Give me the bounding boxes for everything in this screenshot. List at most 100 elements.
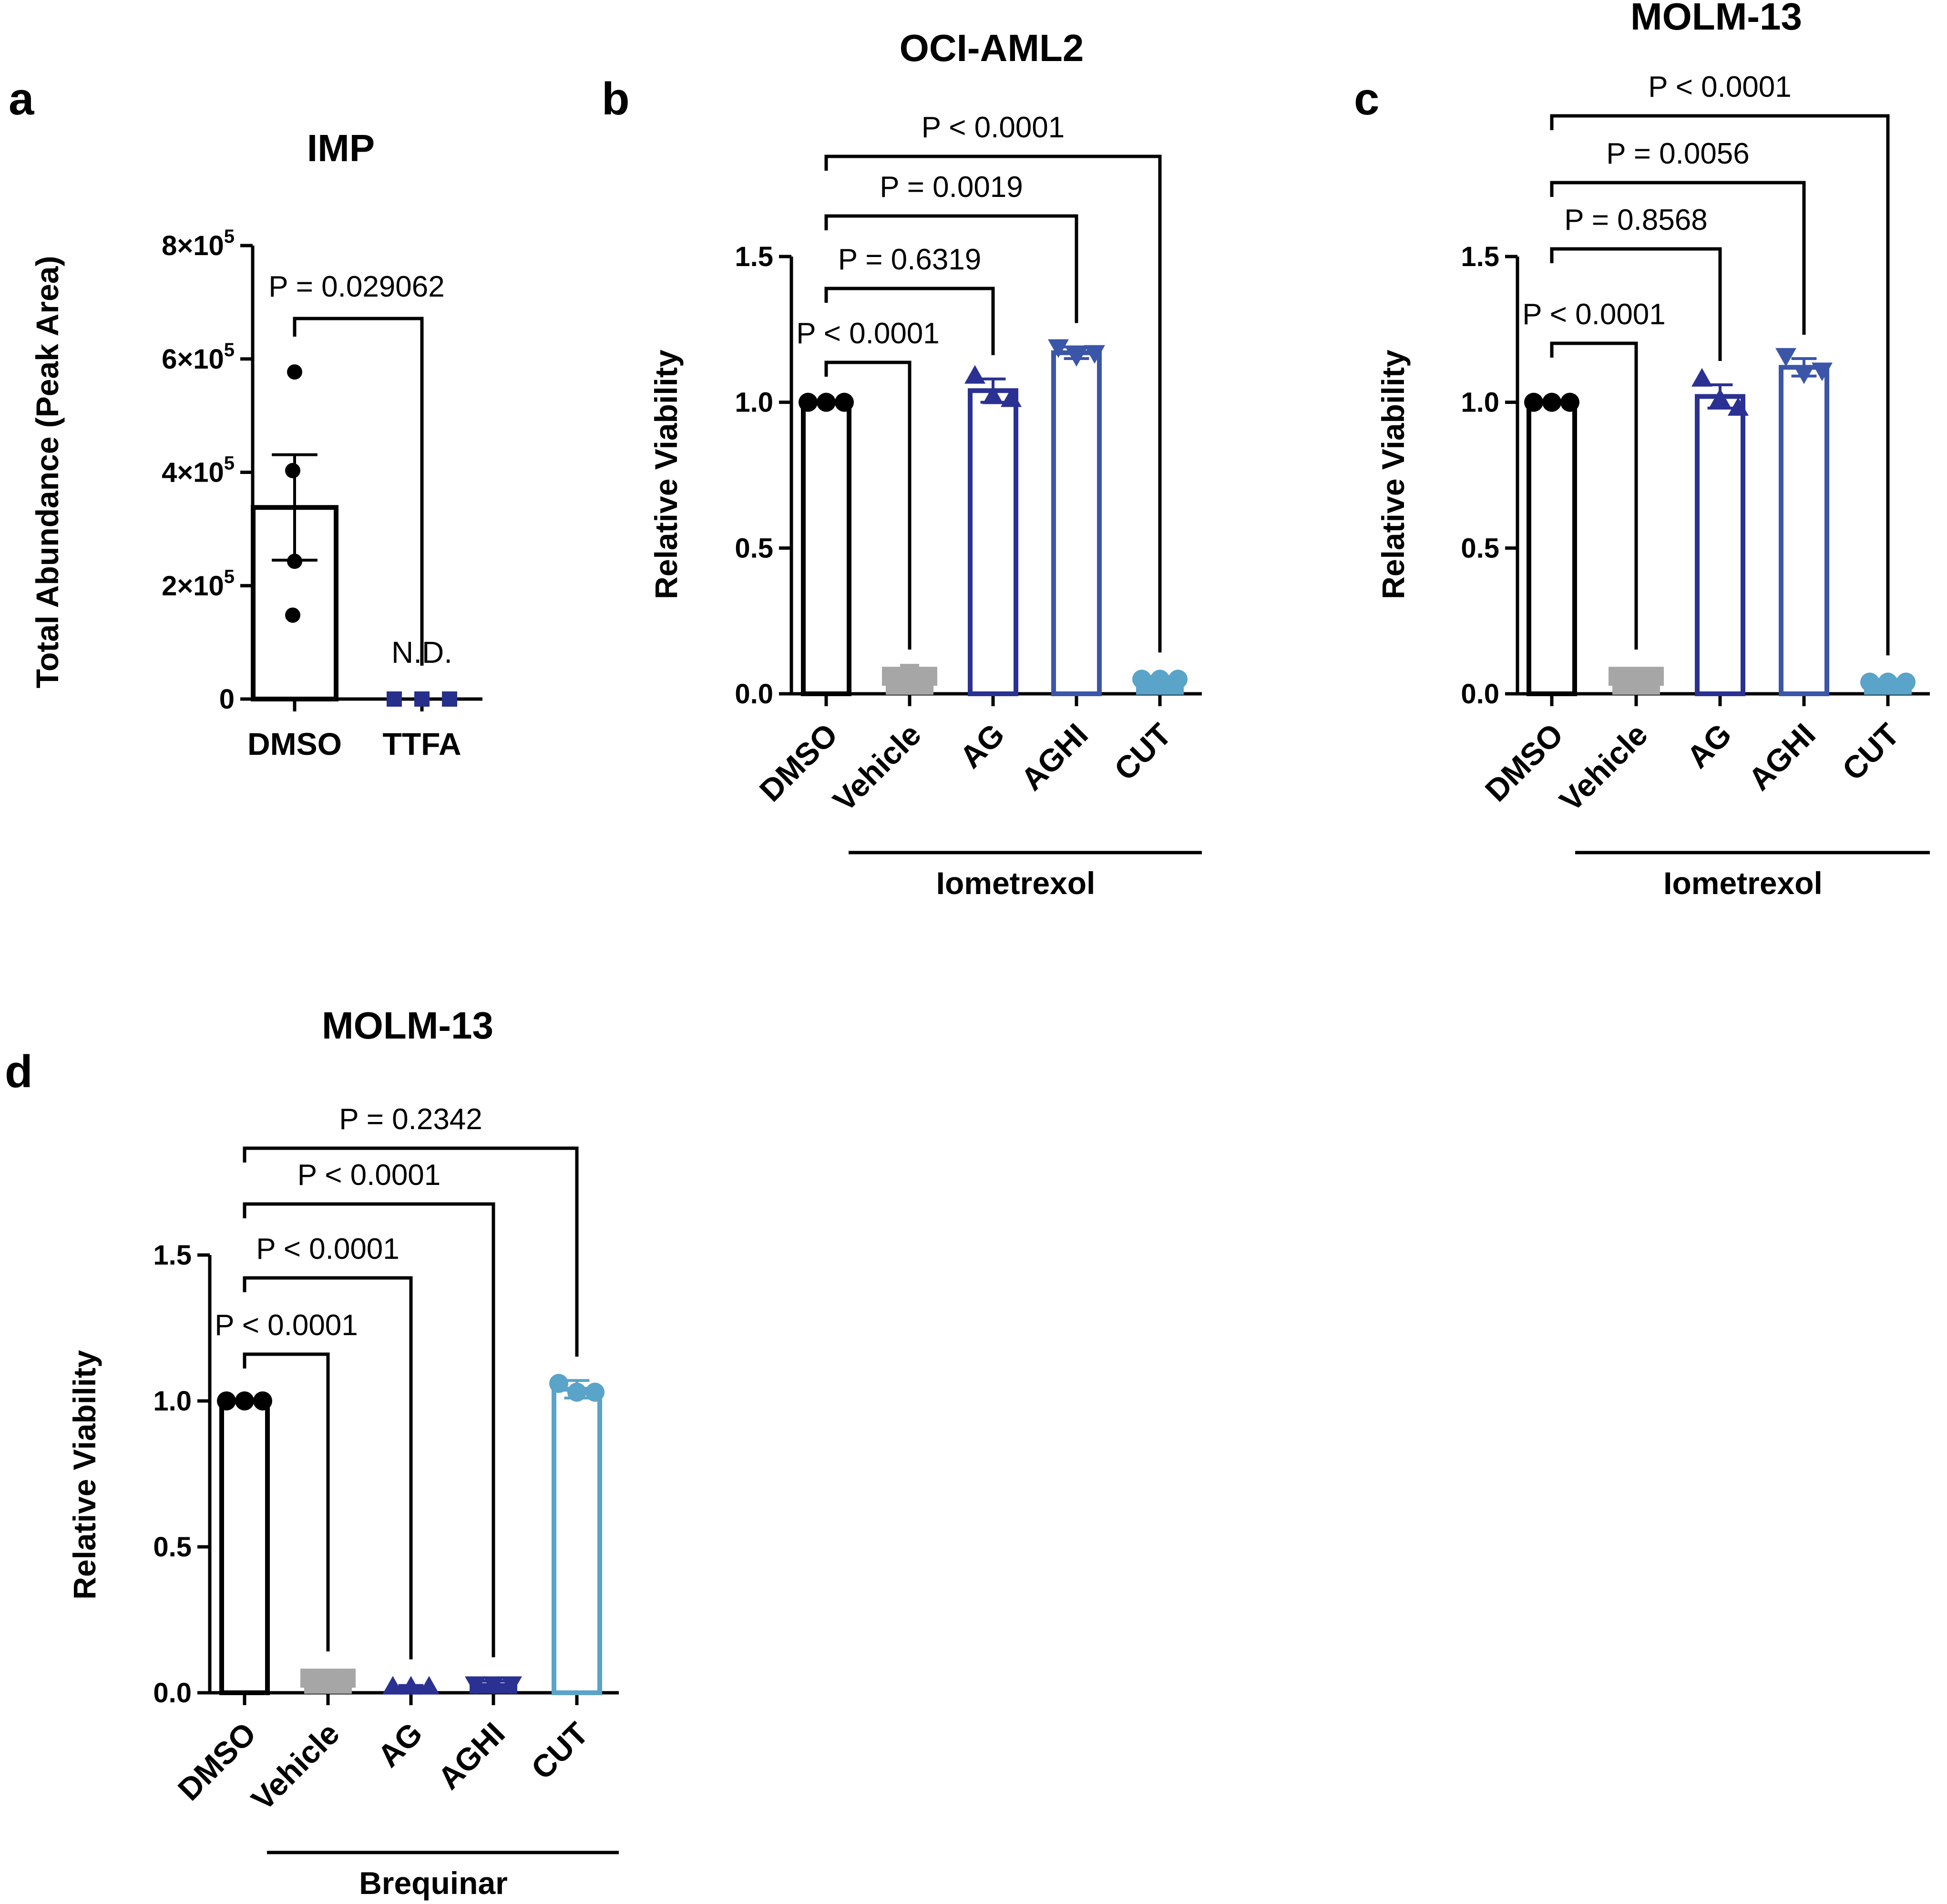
x-tick-label: DMSO xyxy=(247,726,342,762)
y-tick-label: 1.0 xyxy=(153,1386,192,1417)
x-tick-label: CUT xyxy=(1107,717,1178,787)
group-label: Iometrexol xyxy=(1663,865,1823,901)
data-point xyxy=(285,607,300,623)
y-axis-label: Relative Viability xyxy=(1375,350,1411,599)
data-point xyxy=(585,1382,605,1402)
data-point xyxy=(1168,669,1188,689)
data-point xyxy=(483,1676,504,1695)
x-tick-label: Vehicle xyxy=(826,717,928,818)
y-tick-base: 2×10 xyxy=(162,570,224,601)
chart-title: IMP xyxy=(307,127,375,169)
data-point xyxy=(1793,365,1814,384)
significance-bracket xyxy=(1550,247,1722,361)
significance-bracket xyxy=(824,360,912,650)
chart-title: OCI-AML2 xyxy=(900,27,1084,69)
data-point xyxy=(549,1374,568,1393)
data-point xyxy=(1710,388,1731,407)
significance-bracket xyxy=(243,1146,579,1357)
panel-letter: c xyxy=(1354,73,1379,124)
data-point xyxy=(1132,669,1151,689)
bar-ag xyxy=(1695,394,1745,696)
bar-cut xyxy=(552,1387,602,1695)
y-tick-label: 0.5 xyxy=(1461,533,1499,564)
p-value-label: P < 0.0001 xyxy=(215,1309,358,1342)
data-point xyxy=(817,392,836,412)
data-point xyxy=(1084,345,1105,364)
data-point xyxy=(414,691,430,707)
y-tick-label: 8×105 xyxy=(162,226,235,261)
x-tick-label: CUT xyxy=(1835,717,1906,787)
data-point xyxy=(387,691,402,707)
y-axis-label: Total Abundance (Peak Area) xyxy=(30,256,65,688)
data-point xyxy=(882,667,901,686)
bar-dmso xyxy=(801,400,851,696)
chart-title: MOLM-13 xyxy=(1630,0,1802,38)
data-point xyxy=(501,1676,522,1695)
y-axis-label: Relative Viability xyxy=(67,1350,102,1600)
data-point xyxy=(382,1676,403,1695)
significance-bracket xyxy=(824,214,1078,323)
data-point xyxy=(337,1668,356,1688)
y-tick-label: 0.0 xyxy=(735,679,773,710)
data-point xyxy=(918,667,937,686)
y-tick-label: 6×105 xyxy=(162,340,235,375)
y-tick-label: 1.5 xyxy=(735,241,773,272)
bar-dmso xyxy=(1527,400,1577,696)
data-point xyxy=(1728,397,1749,416)
y-tick-base: 4×10 xyxy=(162,457,224,488)
significance-bracket xyxy=(243,1276,413,1659)
y-tick-label: 0.0 xyxy=(153,1678,192,1708)
data-point xyxy=(1896,672,1916,692)
bar-ag xyxy=(968,388,1018,696)
significance-bracket xyxy=(1550,341,1638,650)
p-value-label: P < 0.0001 xyxy=(796,317,940,350)
p-value-label: P = 0.6319 xyxy=(838,243,982,276)
data-point xyxy=(1001,388,1022,407)
data-point xyxy=(1860,672,1879,692)
x-tick-label: Vehicle xyxy=(1553,717,1654,818)
chart-title: MOLM-13 xyxy=(322,1004,493,1047)
data-point xyxy=(1066,348,1087,367)
data-point xyxy=(983,385,1004,404)
data-point xyxy=(1560,392,1579,412)
p-value-label: P < 0.0001 xyxy=(256,1233,400,1266)
p-value-label: P = 0.0056 xyxy=(1606,137,1750,170)
significance-bracket xyxy=(824,154,1162,653)
panel-letter: d xyxy=(5,1046,33,1097)
data-point xyxy=(567,1382,586,1402)
y-tick-exponent: 5 xyxy=(224,340,235,360)
data-point xyxy=(835,392,854,412)
data-point xyxy=(287,554,302,569)
x-tick-label: CUT xyxy=(524,1716,595,1786)
y-tick-label: 1.5 xyxy=(1461,241,1499,272)
significance-bracket xyxy=(243,1352,330,1652)
y-tick-label: 0 xyxy=(219,684,235,715)
data-point xyxy=(1645,667,1664,686)
data-point xyxy=(964,365,985,384)
data-point xyxy=(300,1668,319,1688)
data-point xyxy=(900,664,919,683)
y-tick-label: 1.5 xyxy=(153,1240,192,1271)
y-tick-label: 4×105 xyxy=(162,453,235,488)
x-tick-label: AGHI xyxy=(431,1716,512,1796)
data-point xyxy=(235,1391,254,1410)
y-tick-base: 8×10 xyxy=(162,230,224,261)
y-tick-label: 1.0 xyxy=(1461,387,1499,418)
significance-bracket xyxy=(243,1202,495,1657)
significance-bracket xyxy=(1550,181,1806,335)
p-value-label: P = 0.029062 xyxy=(268,270,445,303)
data-point xyxy=(1609,667,1628,686)
group-label: Iometrexol xyxy=(936,865,1096,901)
data-point xyxy=(1150,669,1169,689)
significance-bracket xyxy=(824,287,995,355)
data-point xyxy=(1691,368,1712,387)
p-value-label: P = 0.0019 xyxy=(880,171,1023,204)
data-point xyxy=(285,463,300,478)
data-point xyxy=(442,691,457,707)
y-tick-label: 0.5 xyxy=(153,1532,192,1563)
